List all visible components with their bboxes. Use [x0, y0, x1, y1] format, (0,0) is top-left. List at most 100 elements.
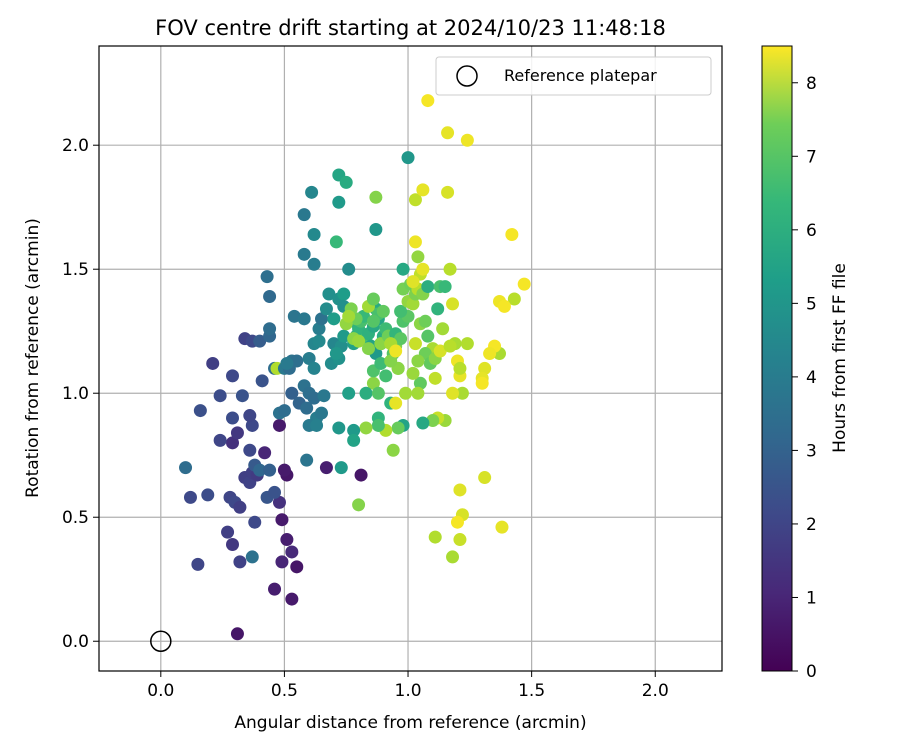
x-tick-label: 2.0 [642, 681, 669, 701]
data-point [272, 418, 286, 432]
legend-box [435, 56, 712, 96]
data-point [366, 292, 380, 306]
data-point [329, 235, 343, 249]
colorbar-tick-label: 8 [806, 74, 817, 94]
colorbar-tick-label: 6 [806, 221, 817, 241]
data-point [460, 133, 474, 147]
data-point [411, 250, 425, 264]
data-point [332, 421, 346, 435]
data-point [285, 592, 299, 606]
data-point [312, 322, 326, 336]
data-point [460, 337, 474, 351]
data-point [277, 404, 291, 418]
data-point [332, 195, 346, 209]
data-point [230, 627, 244, 641]
colorbar-tick-label: 0 [806, 662, 817, 682]
data-point [401, 151, 415, 165]
data-point [399, 386, 413, 400]
data-point [394, 304, 408, 318]
data-point [453, 533, 467, 547]
colorbar: 0 1 2 3 4 5 6 7 8 Hours from first FF file [761, 45, 850, 682]
legend: Reference platepar [435, 56, 712, 96]
x-axis-ticks: 0.0 0.5 1.0 1.5 2.0 [147, 671, 669, 701]
data-point [213, 433, 227, 447]
data-point [302, 352, 316, 365]
data-point [245, 550, 259, 564]
data-point [226, 436, 239, 450]
data-point [421, 94, 435, 108]
legend-marker-icon [456, 65, 478, 87]
data-point [421, 329, 435, 343]
reference-platepar-marker [150, 630, 172, 652]
data-point [406, 297, 420, 311]
data-point [366, 376, 380, 390]
data-point [446, 297, 460, 311]
data-point [369, 223, 383, 237]
data-point [359, 421, 373, 435]
data-point [248, 515, 262, 529]
data-point [413, 376, 427, 390]
colorbar-tick-label: 1 [806, 588, 817, 608]
data-point [263, 463, 277, 477]
data-point [443, 262, 457, 276]
data-point [305, 185, 319, 199]
data-point [253, 463, 267, 477]
data-point [312, 334, 326, 348]
data-point [339, 175, 353, 189]
data-point [371, 418, 385, 432]
data-point [408, 193, 422, 207]
data-point [455, 386, 469, 400]
data-point [507, 292, 521, 306]
data-point [183, 490, 197, 504]
data-point [411, 354, 425, 368]
data-point [416, 183, 430, 197]
data-point [235, 389, 249, 403]
data-point [285, 545, 299, 559]
data-point [193, 404, 207, 418]
data-point [369, 190, 383, 204]
data-point [268, 582, 282, 596]
data-point [307, 227, 321, 241]
data-point [441, 126, 455, 140]
y-tick-label: 0.0 [62, 632, 89, 652]
data-point [406, 366, 420, 380]
data-point [428, 371, 442, 385]
data-point [478, 471, 492, 485]
data-point [374, 356, 388, 370]
data-point [426, 414, 440, 428]
y-axis-label: Rotation from reference (arcmin) [23, 218, 43, 498]
data-point [416, 416, 430, 430]
data-point [352, 334, 366, 348]
plot-frame [98, 45, 723, 672]
colorbar-tick-label: 4 [806, 368, 817, 388]
colorbar-tick-label: 5 [806, 294, 817, 314]
data-point [277, 463, 291, 477]
data-point [366, 314, 380, 328]
data-point [352, 498, 366, 512]
data-point [253, 334, 267, 348]
data-point [300, 453, 314, 467]
data-point [438, 280, 452, 294]
data-point [497, 299, 511, 313]
data-point [406, 275, 420, 289]
data-point [505, 227, 519, 241]
data-point [243, 409, 257, 423]
data-point [285, 386, 299, 400]
data-point [371, 386, 385, 400]
data-point [517, 277, 531, 291]
data-point [297, 247, 311, 261]
data-point [347, 433, 361, 447]
data-point [450, 515, 464, 529]
data-point [394, 332, 408, 346]
y-tick-label: 0.5 [62, 508, 89, 528]
data-point [453, 361, 467, 375]
colorbar-tick-label: 3 [806, 441, 817, 461]
data-point [319, 461, 333, 475]
data-point [179, 461, 193, 475]
data-point [233, 555, 247, 569]
x-tick-label: 1.0 [395, 681, 422, 701]
data-point [310, 418, 324, 432]
data-point [354, 468, 368, 482]
data-point [226, 538, 239, 552]
data-point [263, 322, 277, 336]
